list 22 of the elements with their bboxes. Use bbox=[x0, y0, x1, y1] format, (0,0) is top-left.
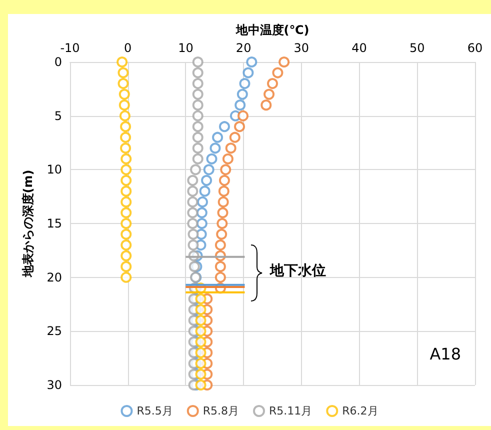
y-tick-label: 15 bbox=[46, 216, 62, 230]
y-tick-label: 5 bbox=[54, 108, 62, 123]
annotation: A18 bbox=[430, 344, 462, 364]
x-tick-label: 30 bbox=[294, 41, 310, 55]
x-tick-label: 40 bbox=[352, 41, 367, 55]
x-tick-label: 0 bbox=[124, 41, 132, 55]
x-tick-label: -10 bbox=[60, 41, 80, 55]
y-axis-title: 地表からの深度(m) bbox=[21, 170, 35, 278]
legend-label: R6.2月 bbox=[342, 404, 378, 418]
legend-label: R5.8月 bbox=[202, 404, 240, 418]
y-tick-label: 20 bbox=[46, 270, 62, 284]
x-tick-label: 20 bbox=[236, 41, 252, 55]
y-tick-label: 10 bbox=[46, 162, 62, 177]
legend-label: R5.11月 bbox=[269, 404, 312, 418]
x-axis-title: 地中温度(℃) bbox=[234, 23, 310, 37]
legend-label: R5.5月 bbox=[136, 404, 173, 418]
y-tick-label: 25 bbox=[46, 324, 62, 338]
y-tick-label: 0 bbox=[54, 55, 62, 69]
x-tick-label: 10 bbox=[178, 41, 194, 55]
x-tick-label: 50 bbox=[410, 41, 425, 55]
x-tick-label: 60 bbox=[467, 41, 483, 55]
y-tick-label: 30 bbox=[46, 378, 62, 392]
